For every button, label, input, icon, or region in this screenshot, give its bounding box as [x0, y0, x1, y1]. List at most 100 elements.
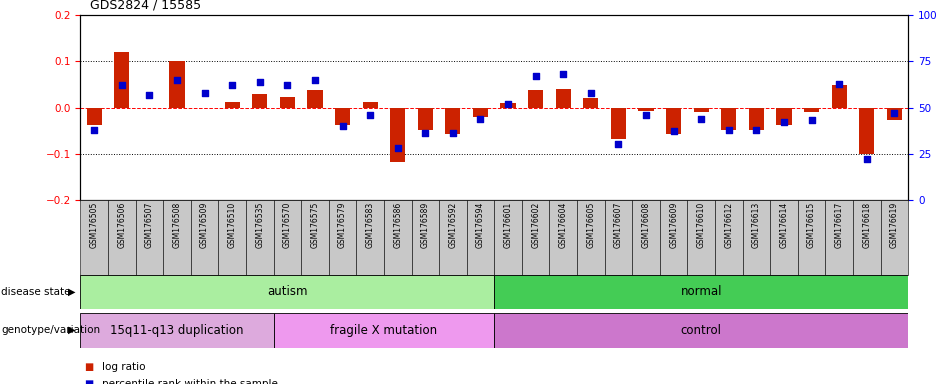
Bar [632, 200, 659, 275]
Bar [80, 200, 108, 275]
Text: GSM176607: GSM176607 [614, 202, 623, 248]
Text: GSM176612: GSM176612 [725, 202, 733, 248]
Text: GSM176608: GSM176608 [641, 202, 651, 248]
Text: GSM176579: GSM176579 [338, 202, 347, 248]
Bar [804, 108, 819, 112]
Text: GSM176575: GSM176575 [310, 202, 320, 248]
Point [749, 127, 764, 133]
Bar [584, 98, 599, 108]
Point [142, 91, 157, 98]
Point [584, 90, 599, 96]
Point [666, 128, 681, 134]
Bar [555, 89, 570, 108]
Point [528, 73, 543, 79]
Text: GSM176589: GSM176589 [421, 202, 429, 248]
Point [253, 79, 268, 85]
Text: fragile X mutation: fragile X mutation [330, 324, 437, 337]
Text: GSM176535: GSM176535 [255, 202, 264, 248]
Point [197, 90, 212, 96]
Bar [390, 108, 405, 162]
Point [859, 156, 874, 162]
Text: genotype/variation: genotype/variation [1, 325, 100, 335]
Bar [80, 275, 494, 309]
Bar [108, 200, 135, 275]
Bar [466, 200, 494, 275]
Bar [688, 200, 715, 275]
Text: GSM176594: GSM176594 [476, 202, 485, 248]
Bar [721, 108, 736, 130]
Bar [135, 200, 164, 275]
Point [224, 82, 239, 88]
Point [418, 130, 433, 136]
Bar [219, 200, 246, 275]
Bar [473, 108, 488, 117]
Text: GSM176610: GSM176610 [696, 202, 706, 248]
Bar [273, 313, 494, 348]
Bar [169, 61, 184, 108]
Bar [639, 108, 654, 111]
Bar [494, 200, 522, 275]
Bar [797, 200, 825, 275]
Bar [853, 200, 881, 275]
Point [500, 101, 516, 107]
Bar [246, 200, 273, 275]
Text: GSM176615: GSM176615 [807, 202, 816, 248]
Text: GSM176506: GSM176506 [117, 202, 127, 248]
Text: GSM176609: GSM176609 [669, 202, 678, 248]
Text: GSM176602: GSM176602 [531, 202, 540, 248]
Point [555, 71, 570, 78]
Point [114, 82, 130, 88]
Bar [500, 103, 516, 108]
Bar [659, 200, 688, 275]
Text: GSM176619: GSM176619 [890, 202, 899, 248]
Point [335, 123, 350, 129]
Point [362, 112, 377, 118]
Bar [859, 108, 874, 154]
Point [169, 77, 184, 83]
Bar [886, 108, 902, 121]
Text: GSM176614: GSM176614 [780, 202, 789, 248]
Text: GSM176604: GSM176604 [559, 202, 568, 248]
Text: GSM176508: GSM176508 [172, 202, 182, 248]
Point [446, 130, 461, 136]
Text: ▶: ▶ [68, 287, 76, 297]
Text: autism: autism [267, 285, 307, 298]
Text: GSM176605: GSM176605 [587, 202, 595, 248]
Bar [384, 200, 412, 275]
Point [693, 116, 709, 122]
Text: GSM176618: GSM176618 [862, 202, 871, 248]
Bar [191, 200, 219, 275]
Bar [80, 313, 273, 348]
Bar [777, 108, 792, 125]
Bar [881, 200, 908, 275]
Text: GSM176601: GSM176601 [503, 202, 513, 248]
Text: GSM176592: GSM176592 [448, 202, 458, 248]
Bar [163, 200, 191, 275]
Bar [357, 200, 384, 275]
Text: GSM176509: GSM176509 [200, 202, 209, 248]
Text: ▶: ▶ [68, 325, 76, 335]
Point [886, 110, 902, 116]
Point [777, 119, 792, 125]
Text: GSM176617: GSM176617 [834, 202, 844, 248]
Bar [494, 275, 908, 309]
Text: GSM176570: GSM176570 [283, 202, 292, 248]
Bar [715, 200, 743, 275]
Bar [439, 200, 466, 275]
Text: GSM176507: GSM176507 [145, 202, 154, 248]
Point [390, 145, 405, 151]
Bar [825, 200, 853, 275]
Text: GSM176586: GSM176586 [394, 202, 402, 248]
Bar [273, 200, 301, 275]
Text: percentile rank within the sample: percentile rank within the sample [102, 379, 278, 384]
Bar [87, 108, 102, 125]
Bar [335, 108, 350, 125]
Bar [362, 102, 377, 108]
Point [804, 118, 819, 124]
Bar [307, 90, 323, 108]
Point [639, 112, 654, 118]
Text: ■: ■ [85, 362, 97, 372]
Bar [494, 313, 908, 348]
Text: control: control [681, 324, 722, 337]
Text: GSM176510: GSM176510 [228, 202, 236, 248]
